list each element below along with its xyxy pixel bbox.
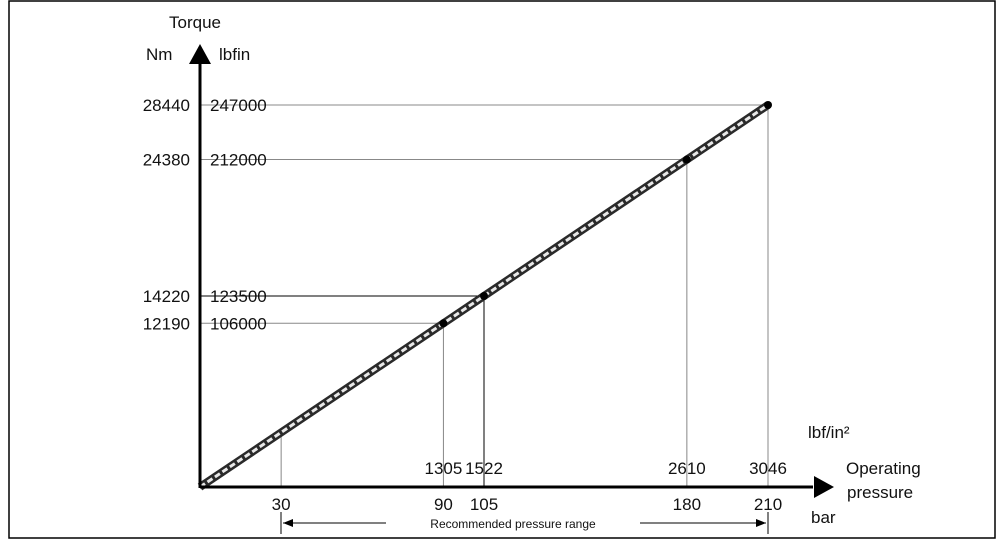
range-arrow-left-icon bbox=[283, 519, 293, 527]
y-unit-nm: Nm bbox=[146, 45, 172, 64]
y-tick-nm: 28440 bbox=[143, 96, 190, 115]
torque-line bbox=[197, 101, 771, 491]
data-point bbox=[480, 292, 488, 300]
x-tick-bar: 30 bbox=[272, 495, 291, 514]
y-tick-lbfin: 212000 bbox=[210, 151, 267, 170]
x-axis-label-line2: pressure bbox=[847, 483, 913, 502]
x-tick-psi: 3046 bbox=[749, 459, 787, 478]
x-tick-psi: 2610 bbox=[668, 459, 706, 478]
y-unit-lbfin: lbfin bbox=[219, 45, 250, 64]
range-arrow-right-icon bbox=[756, 519, 766, 527]
x-tick-bar: 90 bbox=[434, 495, 453, 514]
x-tick-psi: 1305 bbox=[425, 459, 463, 478]
y-axis-label: Torque bbox=[169, 13, 221, 32]
series-line-core bbox=[199, 103, 769, 489]
x-tick-psi: 1522 bbox=[465, 459, 503, 478]
marked-points bbox=[439, 101, 772, 328]
data-point bbox=[682, 155, 691, 164]
recommended-range: Recommended pressure range bbox=[280, 512, 769, 534]
y-tick-nm: 12190 bbox=[143, 314, 190, 333]
y-tick-labels: 12190 106000 14220 123500 24380 212000 28440 24… bbox=[143, 96, 267, 333]
x-axis-label-line1: Operating bbox=[846, 459, 921, 478]
data-point bbox=[439, 319, 448, 328]
x-tick-bar: 105 bbox=[470, 495, 498, 514]
x-unit-psi: lbf/in² bbox=[808, 423, 850, 442]
range-label: Recommended pressure range bbox=[430, 517, 596, 531]
x-tick-bar: 180 bbox=[673, 495, 701, 514]
x-tick-labels: 1305 1522 2610 3046 30 90 105 180 210 bbox=[272, 459, 787, 514]
y-axis-arrow-icon bbox=[189, 44, 211, 64]
data-point bbox=[764, 101, 772, 109]
y-tick-nm: 24380 bbox=[143, 151, 190, 170]
y-tick-lbfin: 247000 bbox=[210, 96, 267, 115]
x-tick-bar: 210 bbox=[754, 495, 782, 514]
y-tick-lbfin: 106000 bbox=[210, 314, 267, 333]
x-unit-bar: bar bbox=[811, 508, 836, 527]
x-axis-arrow-icon bbox=[814, 476, 834, 498]
guide-lines bbox=[200, 104, 769, 487]
y-tick-lbfin: 123500 bbox=[210, 287, 267, 306]
chart-border bbox=[8, 0, 996, 539]
y-tick-nm: 14220 bbox=[143, 287, 190, 306]
